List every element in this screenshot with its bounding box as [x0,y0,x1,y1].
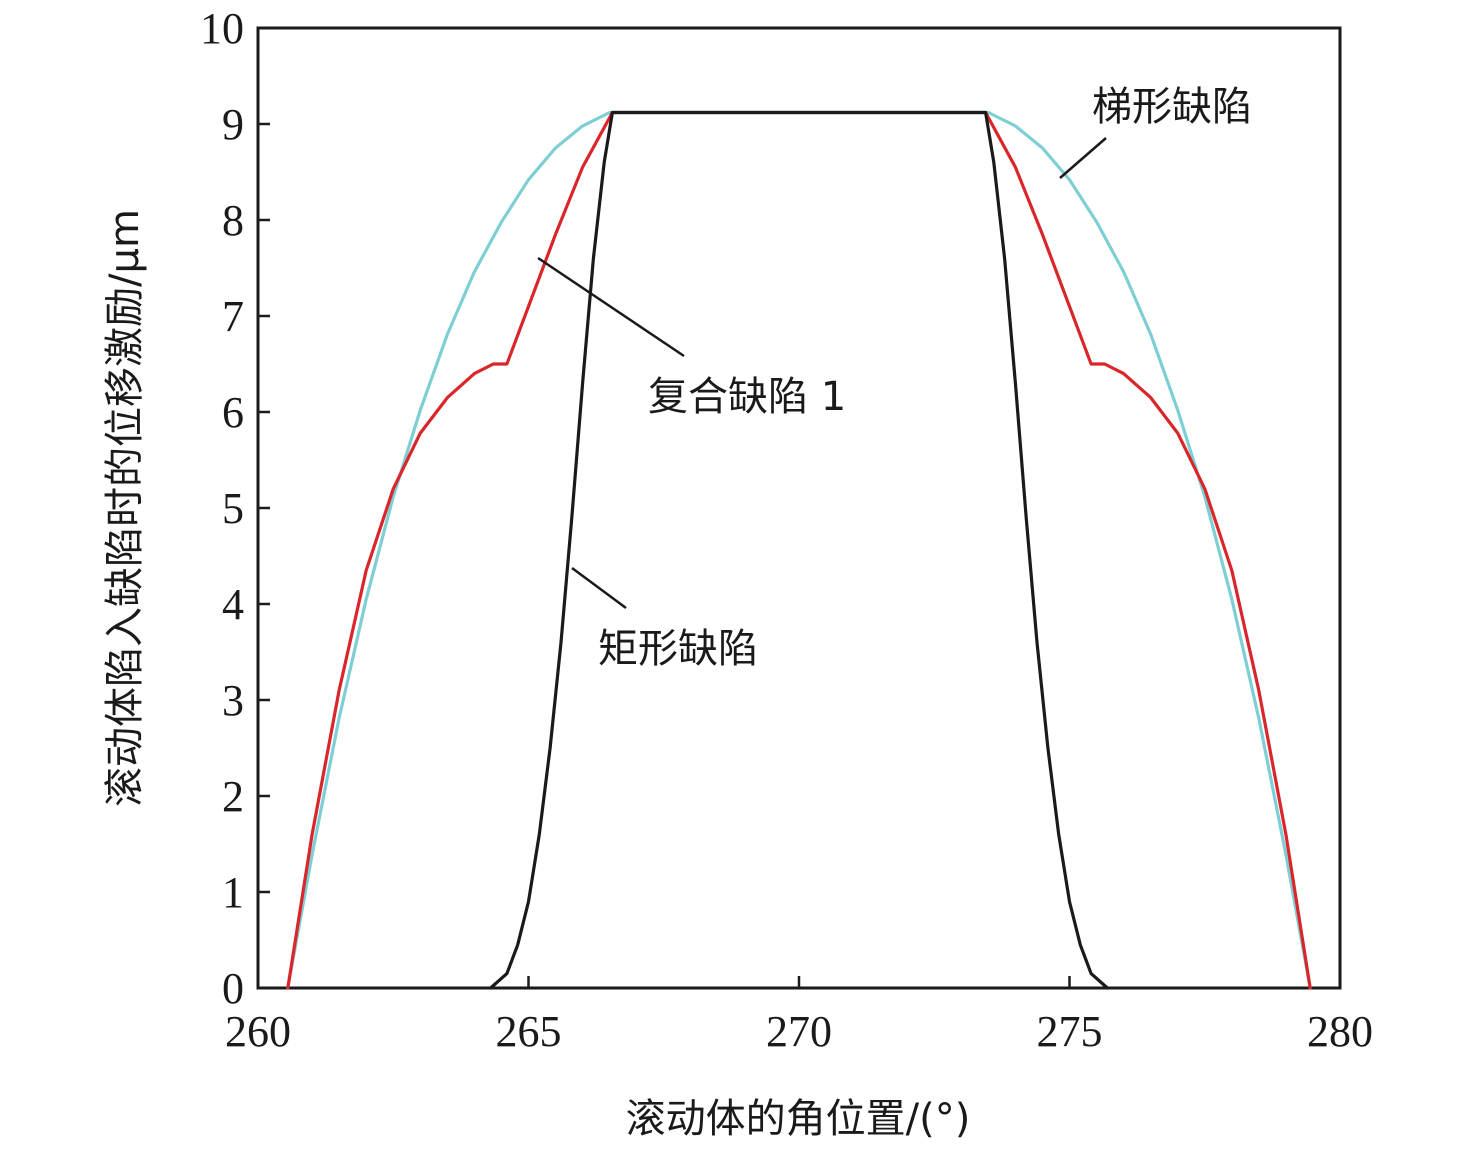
y-tick-label: 10 [200,4,244,53]
series-line [489,110,1109,990]
series-line [286,110,1312,990]
y-tick-label: 8 [222,196,244,245]
x-axis-label: 滚动体的角位置/(°) [626,1096,971,1142]
annotation-leader [537,256,685,358]
annotation-leader [571,566,627,610]
x-tick-label: 260 [225,1007,291,1056]
y-tick-label: 3 [222,676,244,725]
y-axis-label: 滚动体陷入缺陷时的位移激励/μm [102,209,148,807]
y-tick-label: 4 [222,580,244,629]
annotation-label: 复合缺陷 1 [648,374,846,420]
y-tick-label: 7 [222,292,244,341]
y-tick-label: 2 [222,772,244,821]
x-tick-label: 265 [496,1007,562,1056]
y-tick-label: 1 [222,868,244,917]
plot-area [256,26,1342,990]
y-tick-label: 9 [222,100,244,149]
series-layer [286,110,1312,990]
y-tick-label: 0 [222,964,244,1013]
tick-layer: 260 265 270 275 280 0 1 2 3 4 5 6 7 8 9 10 [200,4,1373,1056]
annotation-leader [1059,137,1107,179]
annotation-label: 梯形缺陷 [1092,84,1252,130]
series-line [286,110,1312,990]
x-tick-label: 280 [1307,1007,1373,1056]
y-tick-label: 5 [222,484,244,533]
x-tick-label: 275 [1037,1007,1103,1056]
x-tick-label: 270 [766,1007,832,1056]
plot-frame [256,26,1342,990]
y-tick-label: 6 [222,388,244,437]
annotation-label: 矩形缺陷 [598,626,758,672]
